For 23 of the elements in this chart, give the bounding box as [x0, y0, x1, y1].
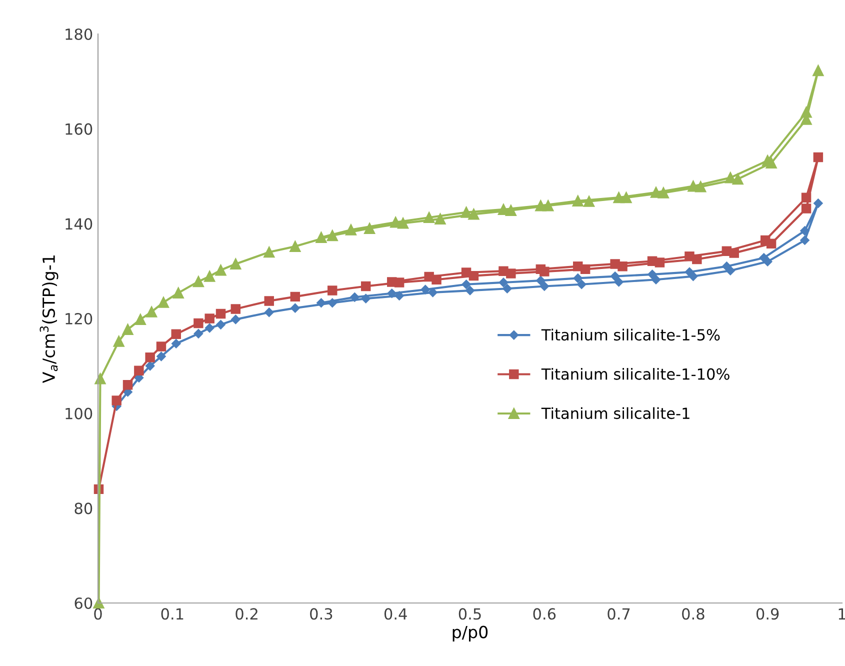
y-tick-label: 140	[66, 218, 92, 230]
x-tick-label: 1	[838, 608, 845, 620]
x-tick-label: 0.9	[756, 608, 779, 620]
y-tick-label: 180	[66, 28, 92, 40]
legend-label: Titanium silicalite-1-5%	[541, 328, 720, 341]
y-tick-label: 120	[66, 312, 92, 325]
legend-label: Titanium silicalite-1	[541, 407, 690, 420]
y-tick-label: 160	[66, 123, 92, 135]
x-tick-label: 0.4	[384, 608, 407, 620]
x-tick-label: 0.6	[533, 608, 556, 620]
y-tick-label: 60	[74, 597, 92, 610]
x-tick-label: 0.3	[310, 608, 332, 620]
x-tick-label: 0	[94, 608, 102, 620]
x-tick-label: 0.8	[682, 608, 704, 620]
x-tick-label: 0.2	[236, 608, 258, 620]
y-tick-label: 80	[74, 502, 92, 514]
legend-label: Titanium silicalite-1-10%	[541, 368, 730, 380]
x-tick-label: 0.1	[161, 608, 184, 620]
y-tick-label: 100	[66, 408, 92, 420]
y-axis-title: V$_{a}$/cm$^{3}$(STP)g-1	[40, 255, 58, 384]
x-axis-title: p/p0	[452, 626, 488, 642]
x-tick-label: 0.7	[608, 608, 630, 620]
x-tick-label: 0.5	[458, 608, 481, 620]
